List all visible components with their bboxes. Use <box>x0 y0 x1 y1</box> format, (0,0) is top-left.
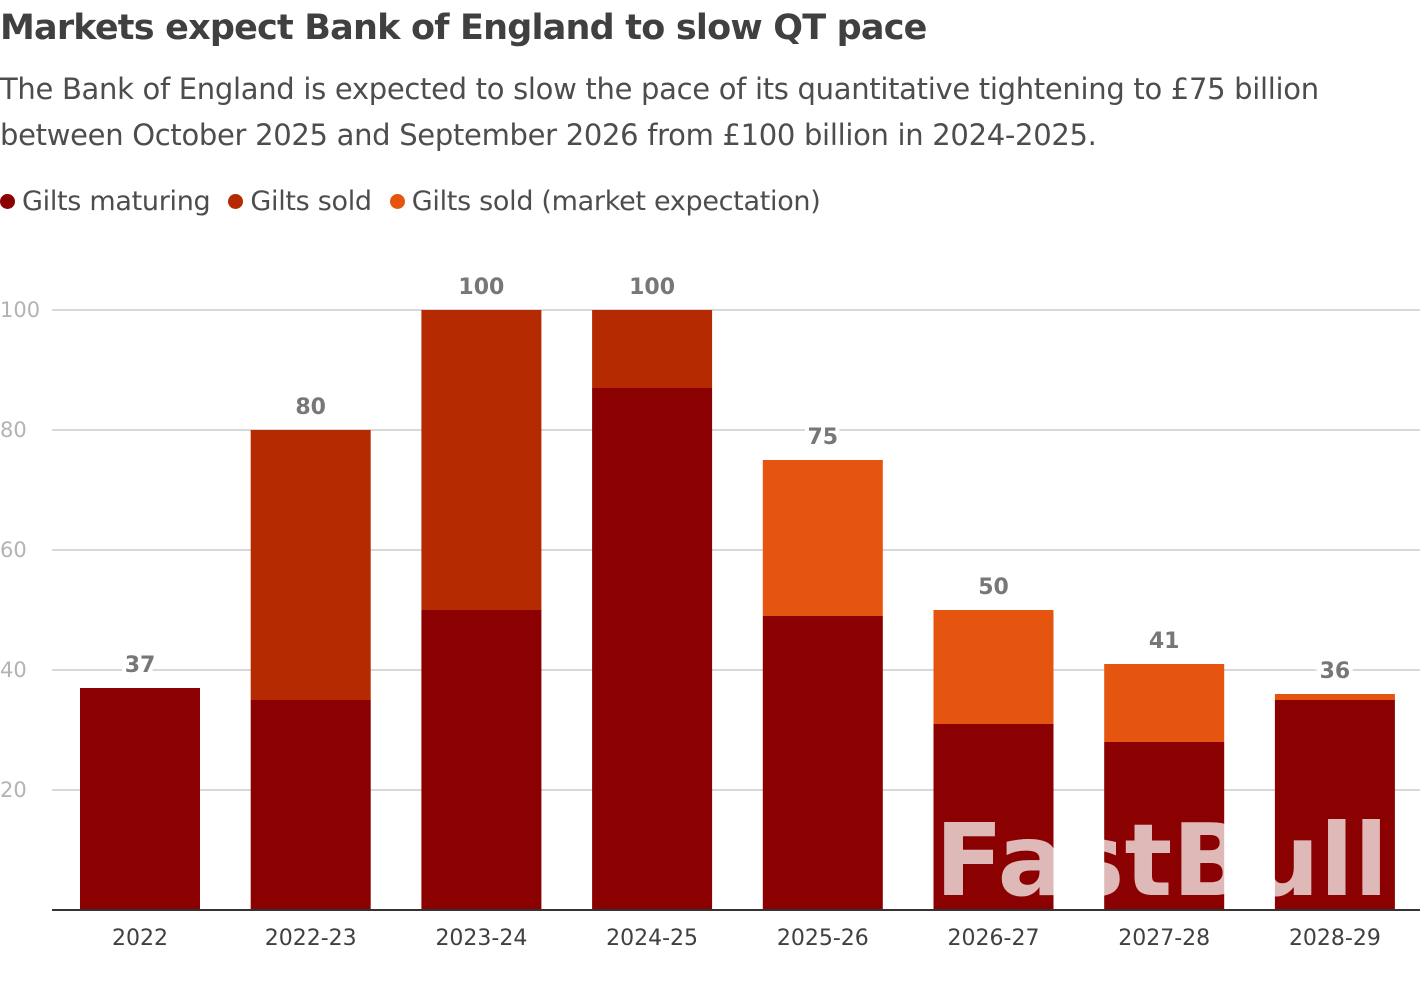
x-tick-label: 2027-28 <box>1118 926 1210 951</box>
data-label: 37 <box>125 653 156 678</box>
y-tick-label: 40 <box>0 658 27 682</box>
x-tick-label: 2024-25 <box>606 926 698 951</box>
y-tick-label: 20 <box>0 778 27 802</box>
data-label: 41 <box>1149 629 1180 654</box>
data-label: 36 <box>1320 659 1351 684</box>
bar-segment <box>250 700 371 910</box>
bar-segment <box>80 688 200 910</box>
bar-segment <box>933 724 1054 910</box>
bar-segment <box>250 430 371 700</box>
bar-segment <box>1274 700 1395 910</box>
x-tick-label: 2023-24 <box>435 926 527 951</box>
x-tick-label: 2028-29 <box>1289 926 1381 951</box>
data-label: 100 <box>458 275 504 300</box>
legend-item: Gilts sold <box>228 186 372 217</box>
y-tick-label: 100 <box>0 298 40 322</box>
data-label: 75 <box>807 425 838 450</box>
y-tick-label: 60 <box>0 538 27 562</box>
x-tick-label: 2025-26 <box>777 926 869 951</box>
legend-label: Gilts maturing <box>22 186 211 217</box>
data-label: 50 <box>978 575 1009 600</box>
bar-segment <box>421 610 542 910</box>
legend-swatch <box>389 194 405 209</box>
chart-subtitle: The Bank of England is expected to slow … <box>0 72 1319 152</box>
bar-segment <box>1274 694 1395 700</box>
bar-segment <box>762 460 883 616</box>
y-tick-label: 80 <box>0 418 27 442</box>
legend-swatch <box>228 194 244 209</box>
legend-label: Gilts sold (market expectation) <box>411 186 821 217</box>
x-tick-label: 2026-27 <box>948 926 1040 951</box>
bar-segment <box>592 310 713 388</box>
bar-segment <box>592 388 713 910</box>
bar-segment <box>421 310 542 610</box>
legend-item: Gilts maturing <box>0 186 211 217</box>
legend-label: Gilts sold <box>250 186 372 217</box>
bar-segment <box>1104 742 1225 910</box>
legend-swatch <box>0 194 15 209</box>
x-tick-label: 2022 <box>112 926 168 951</box>
x-tick-label: 2022-23 <box>265 926 357 951</box>
legend-item: Gilts sold (market expectation) <box>389 186 821 217</box>
chart-title: Markets expect Bank of England to slow Q… <box>0 8 927 48</box>
watermark-logo: FastBull <box>935 802 1388 919</box>
data-label: 80 <box>295 395 326 420</box>
bar-segment <box>762 616 883 910</box>
legend: Gilts maturing Gilts sold Gilts sold (mark… <box>0 186 821 217</box>
bar-segment <box>1104 664 1225 742</box>
data-label: 100 <box>629 275 675 300</box>
bar-segment <box>933 610 1054 724</box>
